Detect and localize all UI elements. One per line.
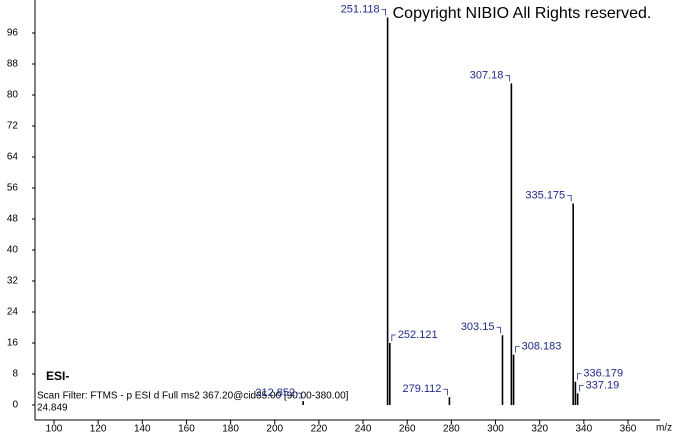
x-axis-label: m/z [656, 423, 672, 434]
peak-label: 279.112 [402, 383, 441, 395]
y-tick-label: 80 [7, 90, 19, 101]
label-bracket [515, 346, 520, 353]
label-bracket [297, 392, 302, 400]
peak-label: 336.179 [583, 368, 623, 380]
x-tick-label: 180 [222, 424, 239, 434]
y-tick-label: 8 [12, 369, 18, 380]
scan-filter: Scan Filter: FTMS - p ESI d Full ms2 367… [37, 391, 349, 402]
peak-label: 337.19 [586, 379, 620, 391]
x-tick-label: 220 [311, 424, 328, 434]
peak-label: 308.183 [522, 341, 562, 353]
y-tick-label: 96 [7, 28, 19, 39]
retention-time: 24.849 [37, 403, 68, 414]
y-tick-label: 40 [7, 245, 19, 256]
x-tick-label: 360 [620, 424, 637, 434]
peak-label: 212.852 [255, 387, 295, 399]
x-tick-label: 280 [443, 424, 460, 434]
label-bracket [496, 326, 501, 334]
y-tick-label: 24 [7, 307, 19, 318]
peak-label: 251.118 [341, 3, 380, 15]
x-tick-label: 200 [266, 424, 283, 434]
y-tick-label: 48 [7, 214, 19, 225]
peak-label: 303.15 [461, 321, 495, 333]
x-tick-label: 320 [531, 424, 548, 434]
label-bracket [443, 388, 448, 396]
x-tick-label: 260 [399, 424, 416, 434]
y-tick-label: 32 [7, 276, 19, 287]
label-bracket [579, 384, 584, 392]
label-bracket [576, 373, 582, 380]
x-tick-label: 240 [355, 424, 372, 434]
peak-label: 252.121 [398, 329, 438, 341]
label-bracket [505, 74, 510, 82]
peak-label: 307.18 [470, 69, 504, 81]
x-tick-label: 160 [178, 424, 195, 434]
x-tick-label: 340 [575, 424, 592, 434]
peak-label: 335.175 [525, 189, 565, 201]
x-tick-label: 300 [487, 424, 504, 434]
y-tick-label: 56 [7, 183, 19, 194]
y-tick-label: 88 [7, 59, 19, 70]
y-tick-label: 0 [12, 400, 18, 411]
y-tick-label: 16 [7, 338, 19, 349]
x-tick-label: 140 [134, 424, 151, 434]
label-bracket [381, 9, 387, 16]
x-tick-label: 120 [90, 424, 107, 434]
ionization: ESI- [46, 369, 69, 383]
label-bracket [567, 195, 572, 202]
y-tick-label: 64 [7, 152, 19, 163]
y-tick-label: 72 [7, 121, 19, 132]
x-tick-label: 100 [46, 424, 63, 434]
copyright: Copyright NIBIO All Rights reserved. [393, 5, 652, 22]
label-bracket [391, 334, 396, 341]
